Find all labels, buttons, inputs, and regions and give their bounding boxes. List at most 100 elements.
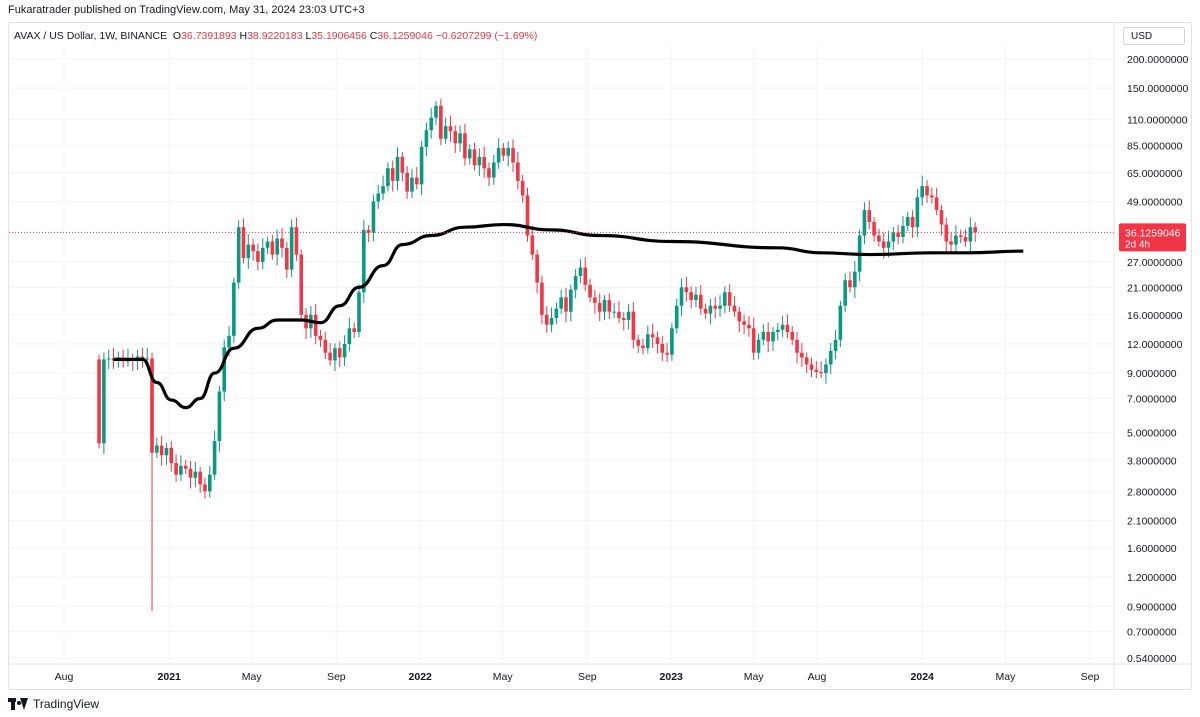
candle-body bbox=[819, 371, 823, 374]
price-axis: 200.0000000 150.0000000 110.0000000 85.0000… bbox=[8, 22, 1192, 690]
price-tick-label: 1.2000000 bbox=[1127, 572, 1177, 584]
candle-body bbox=[424, 130, 429, 147]
last-price-label: 36.1259046 bbox=[1125, 227, 1181, 239]
candle-body bbox=[958, 235, 963, 237]
price-tick-label: 1.6000000 bbox=[1127, 543, 1177, 555]
candle-body bbox=[198, 471, 202, 485]
symbol-name[interactable]: AVAX / US Dollar, 1W, BINANCE bbox=[14, 30, 168, 42]
currency-button[interactable]: USD bbox=[1123, 27, 1185, 45]
candle-body bbox=[439, 105, 443, 139]
candle-body bbox=[751, 328, 756, 353]
candle-body bbox=[747, 324, 751, 329]
candle-body bbox=[713, 305, 718, 309]
candle-body bbox=[833, 339, 838, 351]
candle-body bbox=[150, 358, 154, 453]
candle-body bbox=[390, 168, 395, 181]
chart-grid bbox=[9, 46, 1114, 664]
candle-body bbox=[602, 300, 607, 312]
candle-body bbox=[780, 324, 785, 330]
price-tick-label: 9.0000000 bbox=[1127, 368, 1177, 380]
candle-body bbox=[419, 146, 424, 185]
candle-body bbox=[323, 339, 328, 353]
candle-body bbox=[155, 445, 159, 453]
candle-body bbox=[352, 328, 356, 333]
candle-body bbox=[164, 447, 169, 456]
price-tick-label: 200.0000000 bbox=[1127, 54, 1188, 66]
candle-body bbox=[549, 318, 554, 325]
candle-body bbox=[347, 328, 352, 344]
open-label: O bbox=[172, 30, 182, 42]
candle-body bbox=[429, 117, 434, 131]
low-value: 35.1906456 bbox=[311, 30, 367, 42]
candle-body bbox=[232, 282, 236, 336]
candle-body bbox=[723, 292, 727, 306]
candle-body bbox=[853, 271, 857, 288]
candle-body bbox=[540, 282, 544, 315]
time-tick-label: 2023 bbox=[660, 671, 684, 683]
candle-body bbox=[910, 217, 915, 228]
open-value: 36.7391893 bbox=[181, 30, 237, 42]
candle-body bbox=[280, 238, 284, 248]
candle-body bbox=[516, 162, 520, 181]
time-tick-label: May bbox=[242, 671, 263, 683]
candle-body bbox=[463, 133, 467, 159]
chart-frame bbox=[8, 22, 1192, 690]
price-tick-label: 0.9000000 bbox=[1127, 601, 1177, 613]
candles bbox=[97, 98, 977, 611]
price-tick-label: 110.0000000 bbox=[1127, 115, 1188, 127]
candle-body bbox=[944, 224, 949, 242]
price-tick-label: 7.0000000 bbox=[1127, 394, 1177, 406]
high-label: H bbox=[239, 30, 248, 42]
candle-body bbox=[771, 332, 775, 342]
candle-body bbox=[617, 311, 621, 319]
candle-body bbox=[467, 149, 472, 159]
candle-body bbox=[554, 308, 559, 319]
candle-body bbox=[737, 311, 742, 322]
candle-body bbox=[877, 235, 881, 242]
candle-body bbox=[559, 297, 563, 309]
candle-body bbox=[203, 484, 207, 492]
candle-body bbox=[718, 305, 722, 309]
candle-body bbox=[477, 156, 482, 166]
candle-body bbox=[159, 445, 164, 456]
candle-body bbox=[905, 217, 910, 226]
candle-body bbox=[703, 308, 708, 314]
candle-body bbox=[785, 324, 790, 333]
time-tick-label: Aug bbox=[808, 671, 827, 683]
candle-body bbox=[973, 227, 977, 233]
price-tick-label: 21.0000000 bbox=[1127, 282, 1183, 294]
candle-body bbox=[270, 241, 275, 255]
candle-body bbox=[328, 352, 332, 361]
time-tick-label: Sep bbox=[327, 671, 346, 683]
candle-body bbox=[593, 297, 597, 303]
candle-body bbox=[641, 345, 645, 349]
price-tick-label: 150.0000000 bbox=[1127, 83, 1188, 95]
tradingview-logo[interactable]: TradingView bbox=[8, 696, 99, 712]
candle-body bbox=[260, 247, 265, 262]
candle-body bbox=[674, 305, 679, 329]
time-tick-label: May bbox=[744, 671, 765, 683]
candle-body bbox=[318, 335, 323, 340]
candle-body bbox=[809, 364, 814, 370]
candle-body bbox=[684, 287, 689, 293]
time-tick-label: 2022 bbox=[409, 671, 433, 683]
candle-body bbox=[405, 172, 409, 192]
candle-body bbox=[256, 251, 260, 262]
candle-body bbox=[414, 177, 419, 185]
price-tick-label: 2.1000000 bbox=[1127, 515, 1177, 527]
candle-body bbox=[930, 195, 934, 198]
candle-body bbox=[251, 244, 255, 252]
candle-body bbox=[496, 148, 501, 163]
candle-body bbox=[400, 156, 405, 173]
candle-body bbox=[227, 335, 231, 348]
candle-body bbox=[800, 352, 804, 358]
candle-body bbox=[828, 350, 833, 365]
close-label: C bbox=[369, 30, 378, 42]
price-tick-label: 5.0000000 bbox=[1127, 428, 1177, 440]
candle-body bbox=[915, 197, 920, 228]
candle-body bbox=[650, 334, 655, 338]
candle-body bbox=[655, 337, 660, 344]
candle-body bbox=[193, 471, 198, 478]
candle-body bbox=[949, 241, 953, 245]
